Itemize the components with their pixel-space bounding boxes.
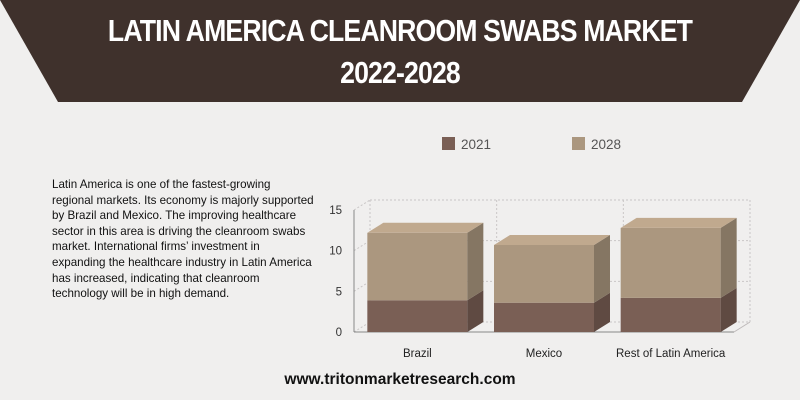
bar-side-2028-1: [594, 234, 610, 303]
banner-shape: [0, 0, 800, 102]
x-axis-depth: [733, 321, 751, 333]
chart-canvas: 0 5 10 15 Brazil Mexico Rest of Latin America 2…: [329, 137, 751, 360]
bar-2021-2: [620, 297, 721, 332]
description-text: Latin America is one of the fastest-grow…: [52, 178, 314, 301]
y-tick-label-1: 5: [336, 286, 342, 298]
title-banner: LATIN AMERICA CLEANROOM SWABS MARKET 202…: [0, 0, 800, 102]
y-tick-label-3: 15: [329, 205, 342, 217]
bar-2028-1: [494, 244, 594, 303]
website-url[interactable]: www.tritonmarketresearch.com: [284, 371, 516, 388]
x-tick-label-1: Mexico: [526, 348, 562, 360]
y-tick-label-2: 10: [329, 246, 342, 258]
bar-side-2021-1: [594, 292, 610, 332]
bar-side-2028-0: [467, 222, 484, 301]
bar-2021-1: [494, 302, 594, 332]
page-title: LATIN AMERICA CLEANROOM SWABS MARKET 202…: [56, 10, 744, 94]
bar-top-0: [367, 222, 484, 233]
gridline-side-2: [353, 240, 371, 252]
title-line-1: LATIN AMERICA CLEANROOM SWABS MARKET: [107, 13, 693, 48]
gridline-side-3: [353, 199, 371, 211]
y-tick-label-0: 0: [336, 327, 342, 339]
stacked-bar-chart: 0 5 10 15 Brazil Mexico Rest of Latin America 2…: [320, 130, 780, 375]
bar-2028-2: [620, 227, 721, 298]
bar-side-2028-2: [720, 217, 737, 298]
title-line-2: 2022-2028: [340, 55, 461, 90]
bar-top-1: [494, 234, 610, 245]
x-tick-label-0: Brazil: [403, 348, 432, 360]
bar-2021-0: [367, 300, 468, 332]
bar-top-2: [620, 217, 737, 228]
gridline-side-0: [353, 321, 371, 333]
legend-label-2021: 2021: [461, 137, 491, 152]
legend-swatch-2021: [442, 137, 455, 150]
x-tick-label-2: Rest of Latin America: [616, 348, 726, 360]
gridline-side-1: [353, 280, 371, 292]
legend-swatch-2028: [572, 137, 585, 150]
bar-side-2021-0: [467, 290, 484, 332]
bar-side-2021-2: [720, 287, 737, 332]
bar-2028-0: [367, 232, 468, 301]
legend-label-2028: 2028: [591, 137, 621, 152]
